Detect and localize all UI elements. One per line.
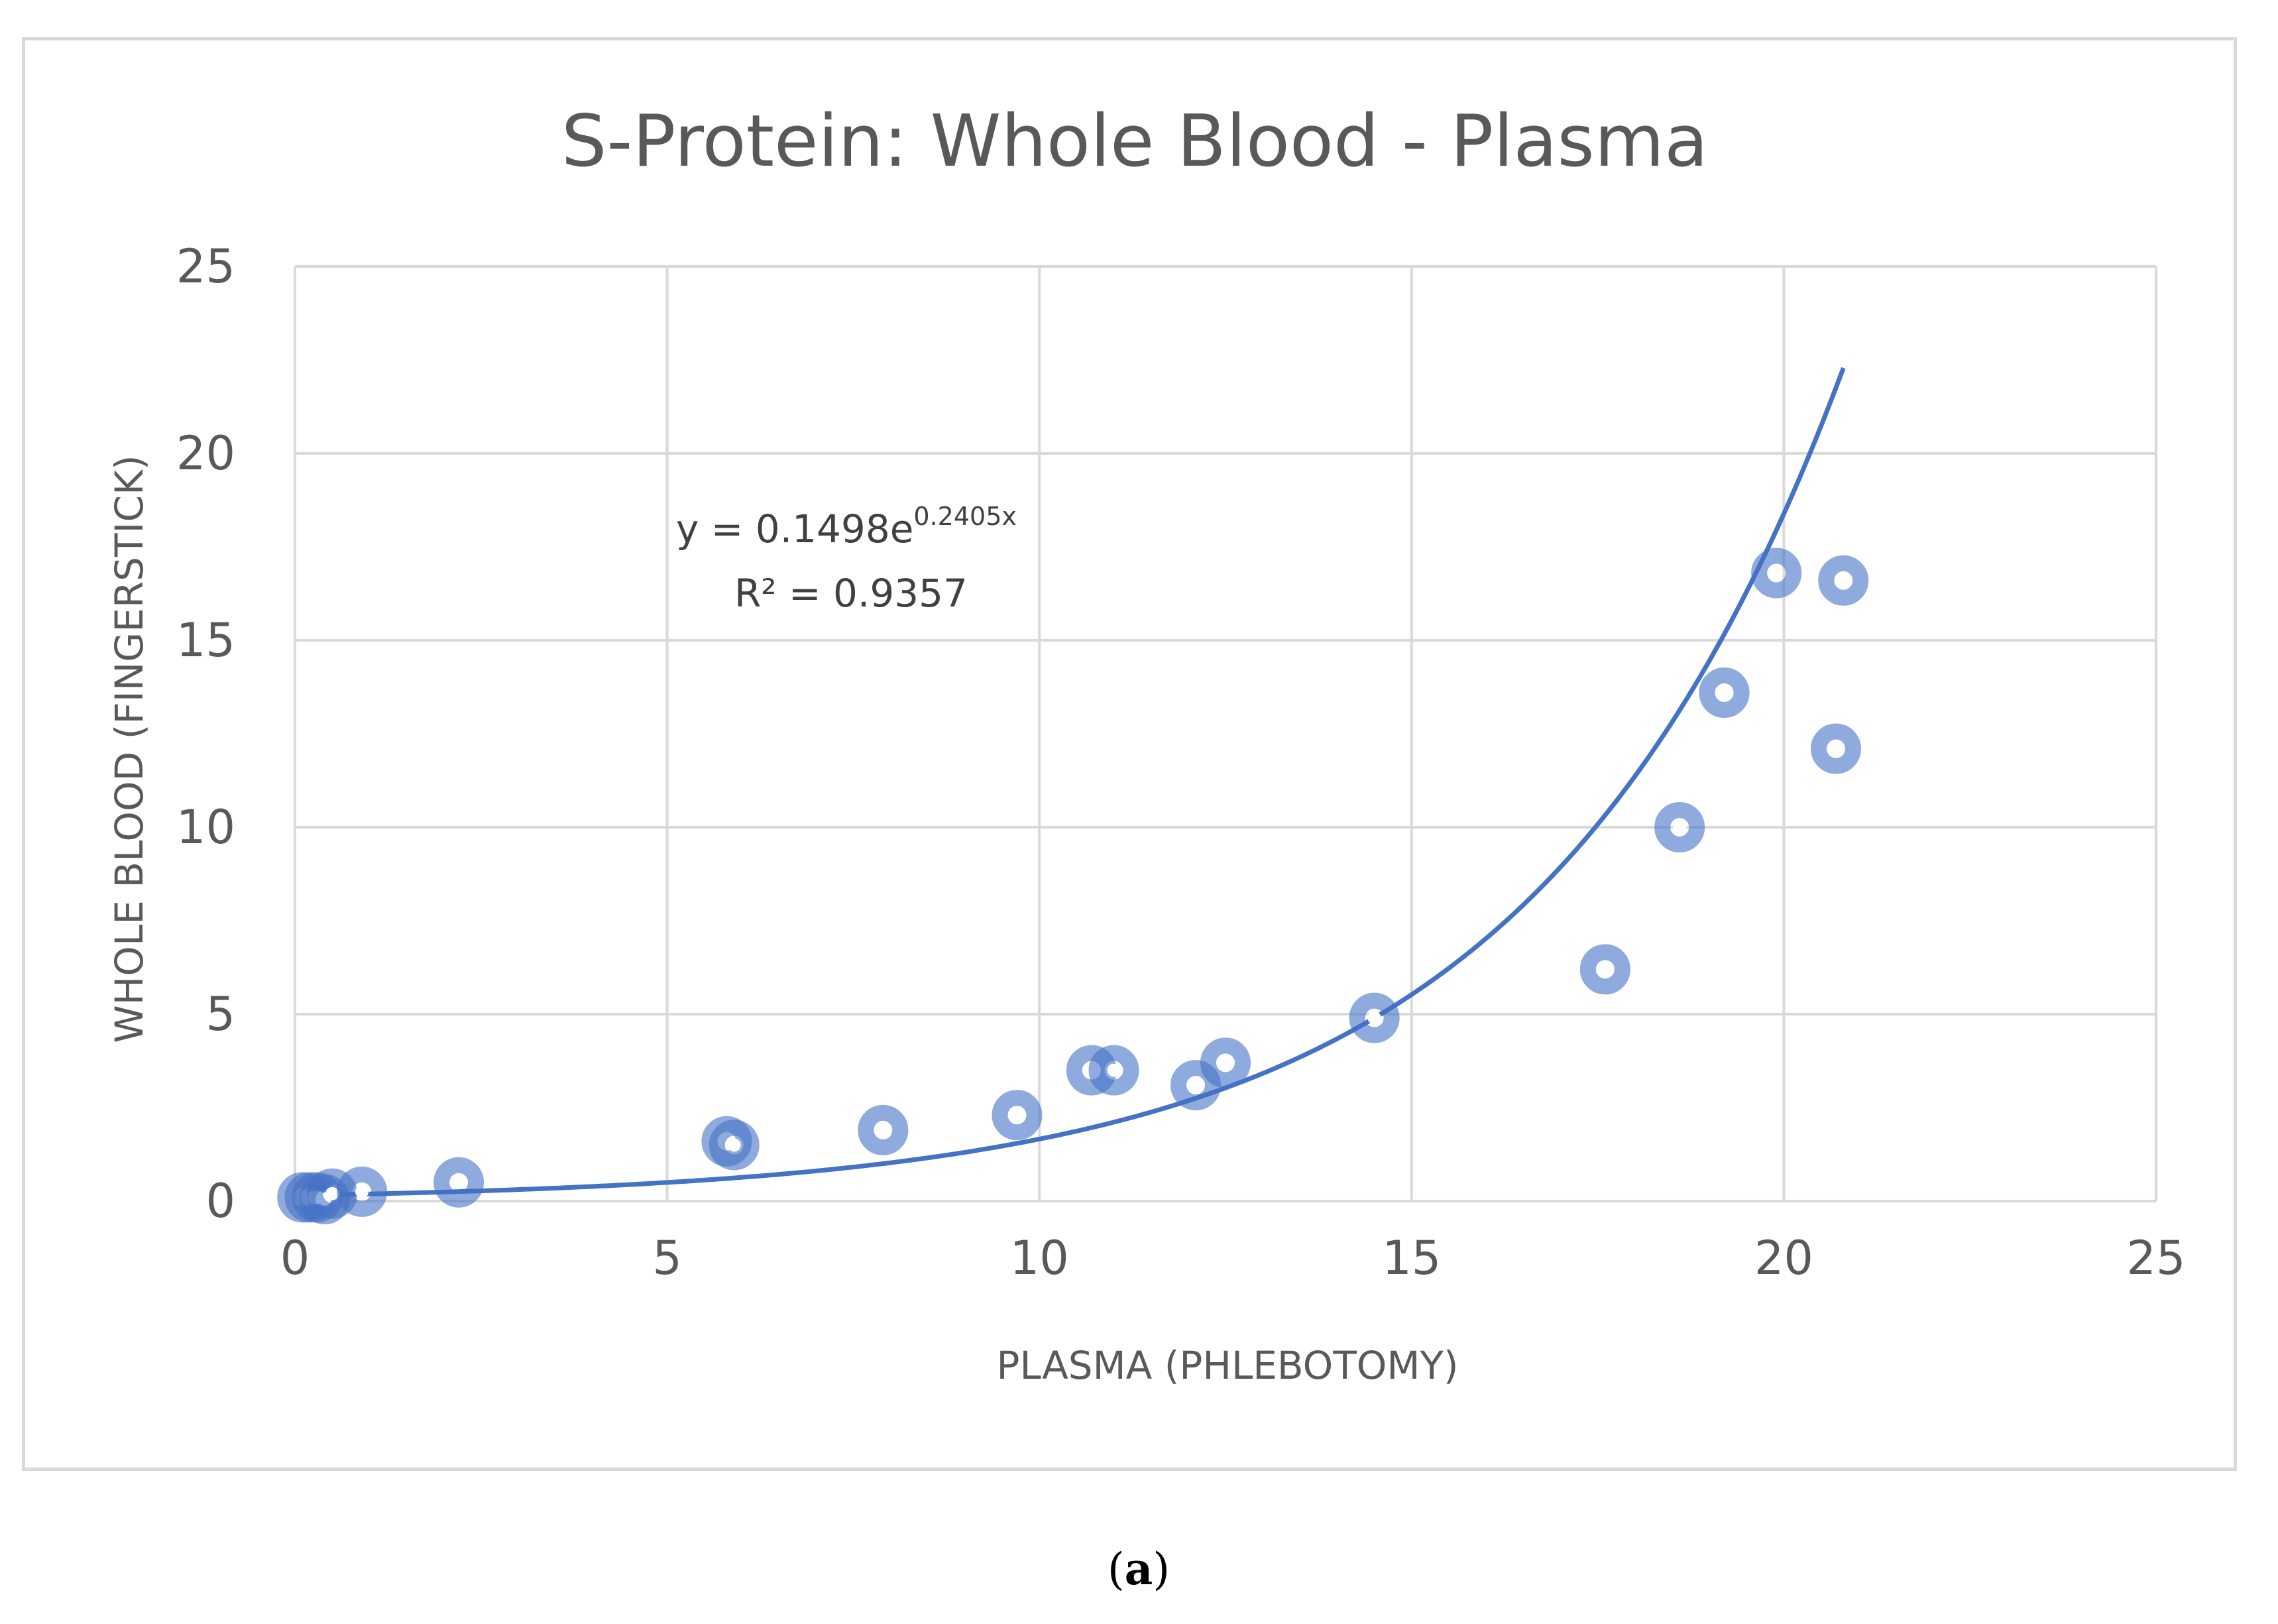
- scatter-point-ring: [992, 1090, 1043, 1141]
- scatter-point-ring: [1170, 1060, 1222, 1111]
- scatter-point-ring: [1811, 723, 1862, 774]
- caption-open-paren: (: [1108, 1544, 1125, 1595]
- x-tick-label: 0: [280, 1231, 310, 1285]
- scatter-point: [1170, 1060, 1222, 1111]
- trendline-equation: y = 0.1498e0.2405x: [676, 502, 1017, 551]
- scatter-point: [1818, 555, 1869, 606]
- scatter-point-center: [1837, 573, 1851, 587]
- trendline-equation-base: y = 0.1498e: [676, 506, 913, 551]
- scatter-point: [1200, 1037, 1251, 1088]
- scatter-point-center: [1189, 1078, 1203, 1092]
- x-axis-title: PLASMA (PHLEBOTOMY): [996, 1343, 1458, 1388]
- scatter-point-center: [1673, 821, 1687, 834]
- scatter-point-center: [1717, 685, 1731, 699]
- x-tick-label: 15: [1382, 1231, 1441, 1285]
- scatter-point: [1654, 802, 1705, 852]
- chart-frame: [22, 37, 2237, 1471]
- scatter-point-center: [727, 1138, 741, 1152]
- scatter-point-center: [1598, 962, 1612, 976]
- axis-ticks: 0 5 10 15 20 25 0 5 10 15 20 25: [176, 239, 2186, 1285]
- figure-caption: (a): [1108, 1543, 1170, 1595]
- trendline-r-squared: R² = 0.9357: [734, 571, 968, 616]
- trendline: [302, 367, 1846, 1198]
- scatter-point: [709, 1120, 760, 1171]
- scatter-point: [1349, 992, 1400, 1043]
- x-tick-label: 10: [1010, 1231, 1069, 1285]
- y-tick-label: 0: [205, 1174, 235, 1228]
- scatter-point: [1751, 548, 1802, 599]
- y-tick-label: 20: [176, 426, 235, 481]
- scatter-point-ring: [709, 1120, 760, 1171]
- y-axis-title: WHOLE BLOOD (FINGERSTICK): [107, 455, 152, 1043]
- scatter-point: [433, 1157, 484, 1208]
- scatter-point-ring: [858, 1104, 909, 1155]
- scatter-point-ring: [1751, 548, 1802, 599]
- scatter-point-center: [1010, 1108, 1024, 1122]
- y-tick-label: 15: [176, 613, 235, 667]
- chart-title: S-Protein: Whole Blood - Plasma: [561, 100, 1708, 183]
- scatter-point-center: [355, 1185, 369, 1198]
- scatter-point-center: [325, 1187, 339, 1200]
- scatter-point-center: [1770, 566, 1784, 580]
- scatter-point-ring: [1200, 1037, 1251, 1088]
- scatter-point-ring: [1088, 1045, 1139, 1096]
- x-tick-label: 25: [2126, 1231, 2185, 1285]
- scatter-point-center: [1219, 1056, 1232, 1070]
- x-tick-label: 20: [1754, 1231, 1813, 1285]
- scatter-point-ring: [1699, 667, 1750, 718]
- scatter-point: [1811, 723, 1862, 774]
- gridlines: [294, 265, 2157, 1202]
- scatter-point-ring: [1349, 992, 1400, 1043]
- scatter-point-center: [1367, 1011, 1381, 1025]
- scatter-points: [277, 548, 1869, 1225]
- caption-letter: a: [1125, 1543, 1153, 1595]
- scatter-point-center: [876, 1123, 890, 1137]
- y-tick-label: 5: [205, 987, 235, 1041]
- scatter-point: [1088, 1045, 1139, 1096]
- scatter-point: [1699, 667, 1750, 718]
- y-tick-label: 10: [176, 800, 235, 854]
- scatter-point-ring: [1654, 802, 1705, 852]
- scatter-point-center: [452, 1175, 466, 1189]
- scatter-point: [337, 1166, 388, 1217]
- scatter-point: [992, 1090, 1043, 1141]
- trendline-equation-exponent: 0.2405x: [913, 502, 1016, 531]
- scatter-point-ring: [1579, 944, 1630, 995]
- scatter-point-ring: [1818, 555, 1869, 606]
- trendline-layer: [302, 367, 1846, 1198]
- scatter-point-ring: [433, 1157, 484, 1208]
- scatter-point-center: [1107, 1063, 1121, 1077]
- scatter-point-ring: [337, 1166, 388, 1217]
- x-tick-label: 5: [652, 1231, 682, 1285]
- scatter-point-center: [1829, 742, 1843, 756]
- scatter-point: [858, 1104, 909, 1155]
- scatter-point: [1579, 944, 1630, 995]
- y-tick-label: 25: [176, 239, 235, 294]
- caption-close-paren: ): [1153, 1544, 1170, 1595]
